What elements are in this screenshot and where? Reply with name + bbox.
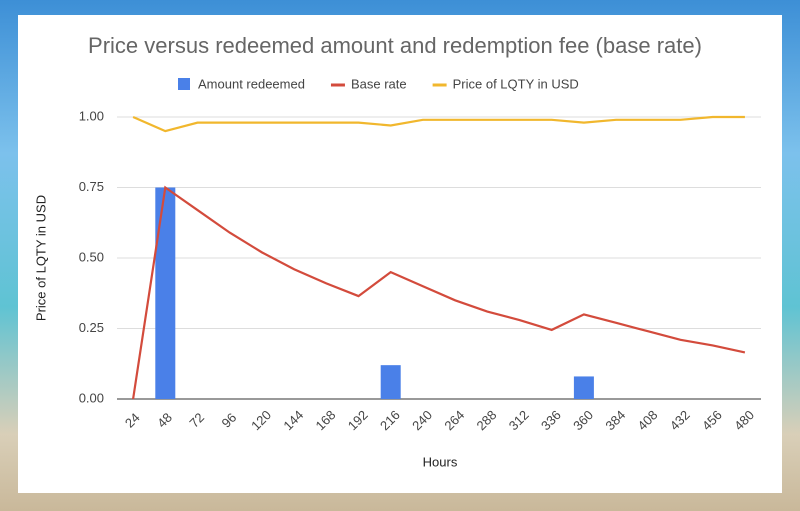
legend-label: Price of LQTY in USD [453, 76, 579, 91]
y-tick-label: 1.00 [79, 108, 104, 123]
chart-title: Price versus redeemed amount and redempt… [88, 33, 702, 58]
y-tick-label: 0.25 [79, 320, 104, 335]
legend-label: Amount redeemed [198, 76, 305, 91]
bar [380, 365, 401, 399]
line [132, 185, 746, 400]
x-axis-title: Hours [423, 454, 458, 469]
chart-card [18, 15, 782, 493]
y-tick-label: 0.75 [79, 179, 104, 194]
legend-swatch [178, 78, 190, 90]
y-axis-title: Price of LQTY in USD [33, 195, 48, 321]
legend-label: Base rate [351, 76, 407, 91]
y-tick-label: 0.00 [79, 390, 104, 405]
y-tick-label: 0.50 [79, 249, 104, 264]
legend: Amount redeemed Base rate Price of LQTY in… [178, 76, 579, 91]
bar [155, 187, 176, 399]
line [132, 115, 745, 133]
bar [573, 376, 594, 399]
